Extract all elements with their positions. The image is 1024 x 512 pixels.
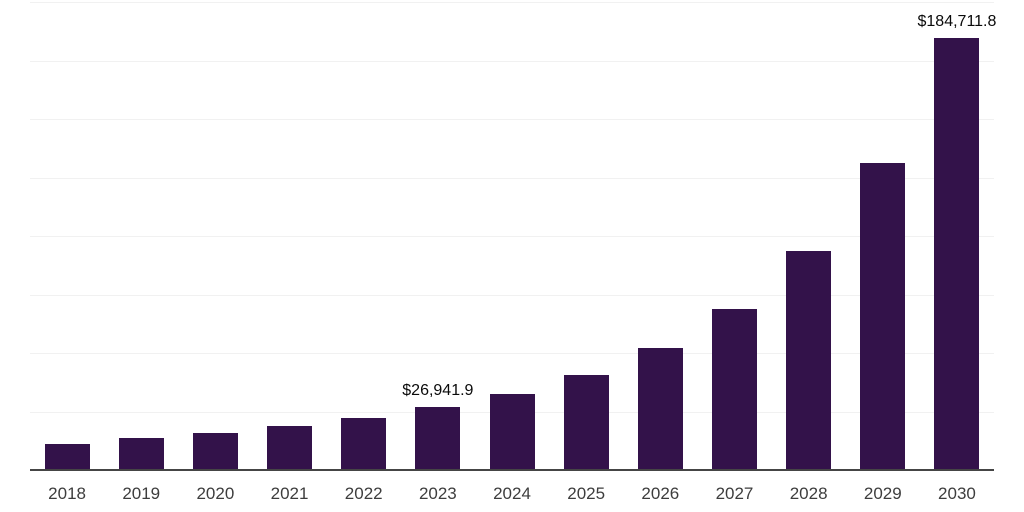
- x-tick-2022: 2022: [344, 484, 383, 503]
- bar-slot-2028: [772, 2, 846, 470]
- x-tick-2018: 2018: [48, 484, 86, 503]
- bar-slot-2030: $184,711.8: [917, 2, 997, 470]
- x-tick-2020: 2020: [196, 484, 235, 503]
- x-tick-2021: 2021: [270, 484, 309, 503]
- bar-slot-2022: [327, 2, 401, 470]
- bar-2025: [563, 375, 609, 470]
- gridline: [30, 2, 994, 3]
- bar-slot-2025: [549, 2, 623, 470]
- x-tick-2025: 2025: [567, 484, 606, 503]
- value-label-2023: $26,941.9: [402, 381, 474, 399]
- bar-slot-2027: [697, 2, 771, 470]
- bar-2023: [415, 406, 461, 470]
- bar-2019: [118, 437, 164, 470]
- gridline: [30, 353, 994, 354]
- x-tick-2026: 2026: [641, 484, 680, 503]
- bar-2021: [267, 426, 313, 470]
- bar-2020: [192, 432, 238, 470]
- x-tick-2019: 2019: [122, 484, 161, 503]
- gridline: [30, 60, 994, 62]
- x-tick-2029: 2029: [863, 484, 902, 503]
- bar-slot-2026: [623, 2, 697, 470]
- bar-slot-2018: [30, 2, 104, 470]
- gridline: [30, 177, 994, 179]
- bar-2028: [786, 250, 832, 470]
- x-tick-2024: 2024: [493, 484, 531, 503]
- x-tick-2030: 2030: [938, 484, 976, 503]
- bar-2030: [934, 37, 980, 470]
- bar-2018: [44, 443, 90, 470]
- bar-slot-2021: [252, 2, 326, 470]
- gridline: [30, 119, 994, 120]
- x-tick-2027: 2027: [715, 484, 754, 503]
- x-axis-labels: 2018 2019 2020 2021 2022 2023 2024 2025 2026 2027…: [30, 482, 994, 506]
- bar-2027: [711, 309, 757, 470]
- x-tick-2023: 2023: [418, 484, 457, 503]
- bar-2024: [489, 394, 535, 470]
- x-axis-line: [30, 469, 994, 471]
- bar-slot-2029: [846, 2, 920, 470]
- bars-container: $26,941.9 $184,711.8: [30, 2, 997, 470]
- bar-slot-2024: [475, 2, 549, 470]
- x-tick-2028: 2028: [789, 484, 828, 503]
- bar-slot-2020: [178, 2, 252, 470]
- bar-2029: [860, 162, 906, 470]
- bar-slot-2023: $26,941.9: [401, 2, 475, 470]
- bar-2026: [637, 348, 683, 470]
- bar-slot-2019: [104, 2, 178, 470]
- bar-2022: [341, 417, 387, 470]
- gridline: [30, 294, 994, 296]
- gridline: [30, 236, 994, 237]
- value-label-2030: $184,711.8: [917, 12, 997, 30]
